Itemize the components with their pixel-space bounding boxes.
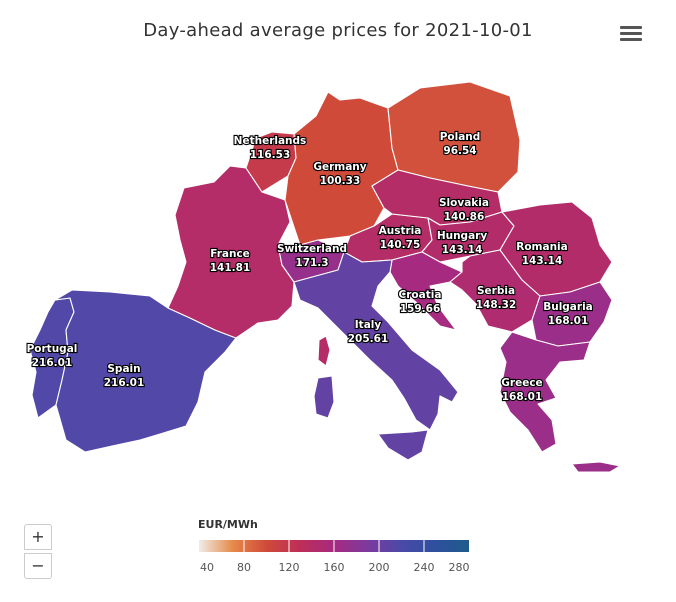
hamburger-menu-icon[interactable] — [620, 26, 642, 46]
label-switzerland: Switzerland 171.3 — [277, 243, 347, 269]
country-crete[interactable] — [571, 461, 621, 473]
country-greece[interactable] — [499, 331, 591, 453]
label-slovakia: Slovakia 140.86 — [439, 197, 489, 223]
legend-tick-label: 120 — [278, 561, 300, 574]
label-croatia: Croatia 159.66 — [399, 289, 442, 315]
legend-tick-label: 160 — [323, 561, 345, 574]
label-spain: Spain 216.01 — [104, 363, 145, 389]
legend-color-bar — [199, 540, 469, 552]
country-sardinia[interactable] — [313, 375, 335, 419]
country-croatia[interactable] — [389, 251, 463, 331]
legend-title: EUR/MWh — [198, 518, 258, 531]
chart-title: Day-ahead average prices for 2021-10-01 — [143, 20, 533, 41]
label-serbia: Serbia 148.32 — [476, 285, 517, 311]
legend-tick-label: 80 — [237, 561, 251, 574]
label-romania: Romania 143.14 — [516, 241, 568, 267]
country-bulgaria[interactable] — [531, 281, 613, 347]
label-hungary: Hungary 143.14 — [437, 230, 488, 256]
country-spain[interactable] — [54, 289, 237, 453]
label-netherlands: Netherlands 116.53 — [234, 135, 307, 161]
label-france: France 141.81 — [210, 248, 251, 274]
label-bulgaria: Bulgaria 168.01 — [543, 301, 593, 327]
label-austria: Austria 140.75 — [379, 225, 422, 251]
label-greece: Greece 168.01 — [501, 377, 542, 403]
legend-tick-label: 240 — [413, 561, 435, 574]
legend-tick-label: 40 — [200, 561, 214, 574]
legend-tick-label: 200 — [368, 561, 390, 574]
label-germany: Germany 100.33 — [313, 161, 366, 187]
label-portugal: Portugal 216.01 — [27, 343, 78, 369]
zoom-out-button[interactable]: − — [24, 553, 52, 579]
label-italy: Italy 205.61 — [348, 319, 389, 345]
country-italy[interactable] — [293, 251, 459, 431]
country-corsica[interactable] — [317, 335, 331, 367]
country-sicily[interactable] — [377, 429, 429, 461]
label-poland: Poland 96.54 — [440, 131, 481, 157]
legend-tick-label: 280 — [448, 561, 470, 574]
country-poland[interactable] — [387, 81, 521, 193]
zoom-in-button[interactable]: + — [24, 524, 52, 550]
